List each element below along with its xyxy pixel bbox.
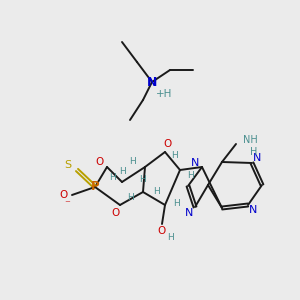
Text: H: H [172, 199, 179, 208]
Text: O: O [95, 157, 103, 167]
Text: P: P [91, 181, 99, 194]
Text: H: H [128, 193, 134, 202]
Text: O: O [59, 190, 67, 200]
Text: H: H [250, 147, 258, 157]
Text: O: O [111, 208, 119, 218]
Text: ⁻: ⁻ [64, 199, 70, 209]
Text: O: O [158, 226, 166, 236]
Text: H: H [130, 158, 136, 166]
Text: S: S [64, 160, 72, 170]
Text: +H: +H [156, 89, 172, 99]
Text: H: H [118, 167, 125, 176]
Text: H: H [188, 170, 194, 179]
Text: H: H [168, 233, 174, 242]
Text: H: H [109, 172, 116, 182]
Text: N: N [147, 76, 157, 88]
Text: H: H [172, 152, 178, 160]
Text: H: H [140, 176, 146, 184]
Text: N: N [191, 158, 199, 168]
Text: N: N [185, 208, 193, 218]
Text: NH: NH [243, 135, 257, 145]
Text: N: N [249, 205, 257, 215]
Text: H: H [154, 187, 160, 196]
Text: N: N [253, 153, 261, 163]
Text: O: O [163, 139, 171, 149]
